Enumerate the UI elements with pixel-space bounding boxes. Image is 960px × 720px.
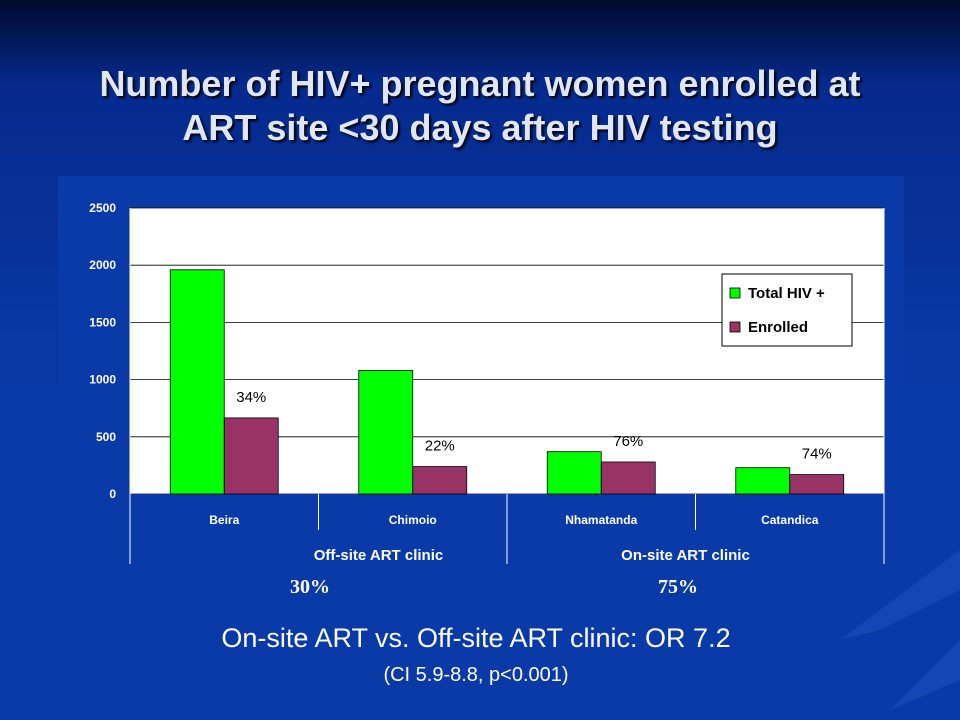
y-tick-label: 1000 xyxy=(89,373,116,387)
x-tick-label: Chimoio xyxy=(389,513,437,527)
group-label: Off-site ART clinic xyxy=(314,547,443,564)
y-tick-label: 1500 xyxy=(89,315,116,329)
confidence-interval: (CI 5.9-8.8, p<0.001) xyxy=(383,664,569,686)
bar-enrolled xyxy=(789,474,845,495)
bar-pct-label: 22% xyxy=(425,438,455,455)
y-tick-label: 2500 xyxy=(89,201,116,215)
title-line-2: ART site <30 days after HIV testing xyxy=(182,107,778,148)
bar-enrolled xyxy=(412,466,468,495)
legend-box xyxy=(721,273,853,347)
bar-pct-label: 76% xyxy=(613,433,643,450)
legend-label: Enrolled xyxy=(748,319,808,336)
legend-swatch xyxy=(729,287,741,299)
group-label: On-site ART clinic xyxy=(621,547,750,564)
bar-total xyxy=(358,370,414,495)
off-site-overall-pct: 30% xyxy=(290,576,330,598)
bar-pct-label: 74% xyxy=(802,446,832,463)
x-tick-label: Beira xyxy=(209,513,239,527)
bar-enrolled xyxy=(223,417,279,495)
bar-total xyxy=(169,269,225,495)
bar-total xyxy=(735,467,791,495)
y-tick-label: 0 xyxy=(109,487,116,501)
slide-title: Number of HIV+ pregnant women enrolled a… xyxy=(0,62,960,150)
on-site-overall-pct: 75% xyxy=(658,576,698,598)
odds-ratio-summary: On-site ART vs. Off-site ART clinic: OR … xyxy=(221,623,731,653)
legend-swatch xyxy=(729,321,741,333)
y-tick-label: 500 xyxy=(96,430,116,444)
bar-enrolled xyxy=(600,461,656,495)
decorative-swoosh xyxy=(840,550,960,710)
legend-label: Total HIV + xyxy=(748,285,825,302)
chart-panel: 0 500 1000 1500 2000 2500 34% Beira 22% Chimoio 76… xyxy=(58,176,904,574)
title-line-1: Number of HIV+ pregnant women enrolled a… xyxy=(99,63,861,104)
x-tick-label: Nhamatanda xyxy=(565,513,637,527)
bar-chart: 0 500 1000 1500 2000 2500 34% Beira 22% Chimoio 76… xyxy=(89,201,885,564)
bar-pct-label: 34% xyxy=(236,389,266,406)
x-tick-label: Catandica xyxy=(761,513,819,527)
y-tick-label: 2000 xyxy=(89,258,116,272)
bar-total xyxy=(546,451,602,495)
